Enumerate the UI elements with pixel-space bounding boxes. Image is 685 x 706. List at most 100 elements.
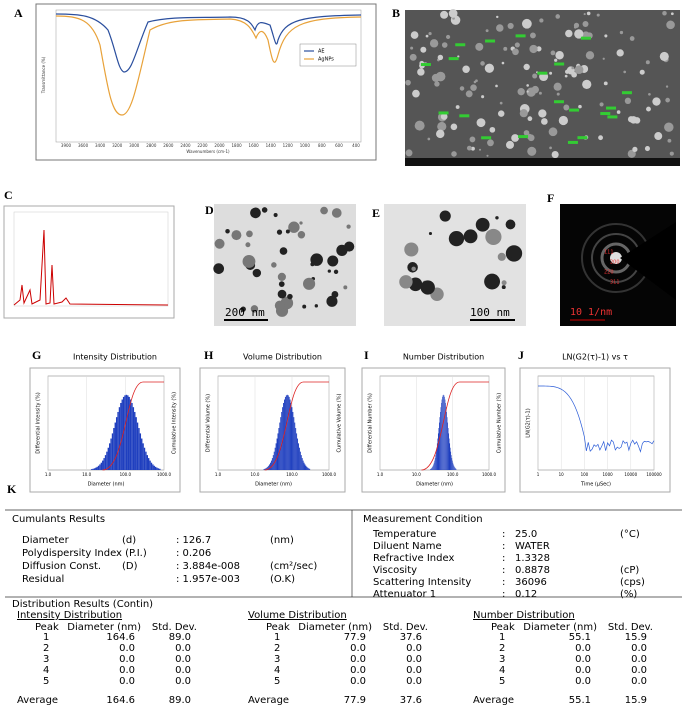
particle: [465, 90, 473, 98]
particle: [414, 120, 425, 131]
cell: Diameter: [22, 535, 70, 546]
histogram-bar: [129, 399, 132, 470]
particle: [445, 34, 451, 40]
particle: [629, 36, 635, 41]
particle: [405, 79, 411, 86]
x-tick-label: 2000: [214, 143, 225, 148]
histogram-bar: [263, 469, 265, 470]
particle: [586, 11, 591, 16]
histogram-bar: [135, 417, 137, 470]
particle: [343, 285, 348, 290]
cell: (cm²/sec): [270, 561, 317, 572]
particle: [440, 113, 448, 120]
particle: [551, 151, 559, 159]
scale-label: 200 nm: [225, 306, 265, 319]
histogram-bar: [431, 467, 433, 470]
size-tag: [600, 112, 611, 116]
particle: [242, 255, 256, 268]
sem-info-bar: [405, 158, 680, 166]
particle: [521, 18, 532, 29]
x-tick-label: 10.0: [412, 472, 421, 477]
particle: [519, 109, 528, 118]
particle: [487, 139, 494, 147]
cell: 0.0: [406, 654, 422, 665]
particle: [514, 42, 520, 48]
particle: [538, 109, 547, 118]
histogram-bar: [118, 407, 121, 470]
average-cell: Average: [17, 695, 58, 706]
particle: [549, 146, 552, 150]
cell: 0.0: [350, 643, 366, 654]
histogram-bar: [279, 422, 281, 470]
particle: [410, 46, 414, 50]
particle: [344, 241, 355, 252]
particle: [475, 42, 484, 51]
histogram-bar: [443, 394, 444, 470]
cell: 0.0: [119, 676, 135, 687]
particle: [346, 224, 351, 229]
average-cell: 15.9: [625, 695, 647, 706]
particle: [297, 230, 306, 239]
particle: [549, 71, 553, 75]
group-title: Number Distribution: [473, 610, 575, 621]
cell: Temperature: [372, 529, 436, 540]
cell: 3: [274, 654, 280, 665]
cell: 0.0: [175, 676, 191, 687]
particle: [599, 102, 604, 107]
particle: [279, 247, 288, 255]
histogram-bar: [434, 458, 436, 470]
particle: [558, 115, 569, 126]
x-tick-label: 100: [581, 472, 589, 477]
cell: : 126.7: [176, 535, 211, 546]
particle: [527, 146, 537, 156]
histogram-bar: [289, 399, 291, 470]
histogram-bar: [455, 468, 457, 470]
histogram-bar: [156, 467, 158, 470]
x-tick-label: 3900: [61, 143, 72, 148]
panel-title: Intensity Distribution: [73, 353, 157, 362]
particle: [604, 34, 608, 38]
histogram-bar: [438, 428, 440, 470]
histogram-bar: [451, 455, 452, 470]
particle: [486, 154, 489, 157]
cell: Diluent Name: [373, 541, 442, 552]
section-title: Distribution Results (Contin): [12, 599, 153, 610]
particle: [448, 230, 465, 247]
cell: 0.0: [350, 676, 366, 687]
x-tick-label: 1000: [603, 472, 614, 477]
histogram-bar: [446, 417, 448, 470]
histogram-bar: [434, 460, 435, 470]
particle: [571, 66, 575, 70]
particle: [245, 242, 251, 248]
particle: [252, 268, 262, 278]
cell: 37.6: [400, 632, 422, 643]
cell: :: [502, 553, 505, 564]
plot-area: [379, 375, 490, 471]
particle: [326, 295, 338, 307]
histogram-bar: [297, 438, 299, 470]
histogram-bar: [109, 443, 111, 470]
histogram-bar: [443, 395, 445, 470]
particle: [505, 245, 523, 262]
histogram-bar: [265, 468, 267, 470]
cell: 1: [43, 632, 49, 643]
histogram-bar: [302, 460, 304, 470]
cell: 2: [43, 643, 49, 654]
panel-title: Volume Distribution: [243, 353, 322, 362]
particle: [420, 46, 427, 53]
size-tag: [606, 106, 617, 110]
histogram-bar: [430, 468, 432, 470]
x-tick-label: 3400: [95, 143, 106, 148]
histogram-bar: [287, 395, 289, 470]
particle: [553, 82, 562, 91]
cell: 3: [43, 654, 49, 665]
particle: [450, 123, 458, 131]
x-axis-label: Diameter (nm): [255, 482, 292, 488]
histogram-bar: [113, 428, 115, 470]
cell: :: [502, 541, 505, 552]
histogram-bar: [291, 407, 293, 470]
histogram-bar: [111, 433, 114, 470]
histogram-bar: [97, 465, 100, 470]
histogram-bar: [286, 394, 288, 470]
histogram-bar: [93, 468, 96, 470]
